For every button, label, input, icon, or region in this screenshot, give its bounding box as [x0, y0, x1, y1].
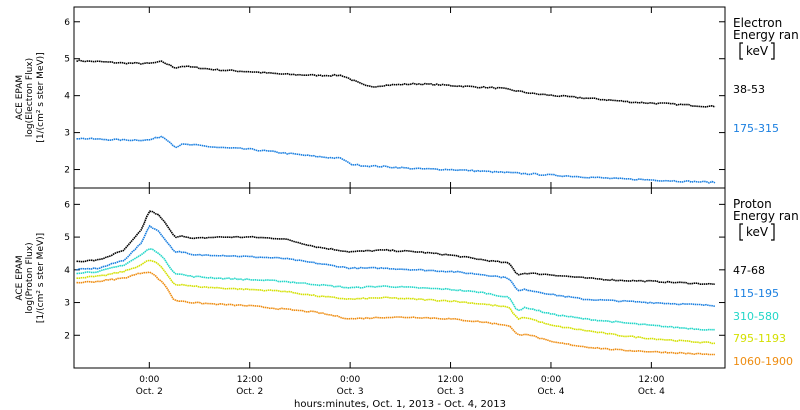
xtick-label-date: Oct. 3 [437, 387, 464, 397]
xtick-label-time: 0:00 [541, 375, 561, 385]
proton-legend-title: Proton [733, 197, 772, 211]
electron-legend-entry: 175-315 [733, 122, 779, 135]
proton-ylabel-line1: ACE EPAM [15, 255, 25, 300]
electron-legend-unit: keV [746, 44, 769, 58]
proton-legend-entry: 47-68 [733, 264, 765, 277]
proton-ylabel-line2: log(Proton Flux) [25, 242, 35, 313]
proton-panel-frame [73, 187, 726, 369]
electron-ytick-label: 6 [64, 18, 70, 28]
xtick-label-time: 12:00 [438, 375, 464, 385]
electron-legend-bracket-left [739, 42, 743, 60]
electron-ylabel-line2: log(Electron Flux) [25, 58, 35, 137]
proton-ytick-label: 3 [64, 299, 70, 309]
proton-series-line-2 [76, 248, 715, 331]
proton-series-line-0 [76, 210, 716, 286]
electron-ylabel-line3: [1/(cm² s ster MeV)] [36, 52, 46, 142]
electron-panel-frame [73, 6, 726, 189]
electron-legend-title: Electron [733, 16, 782, 30]
electron-ylabel-line1: ACE EPAM [15, 75, 25, 120]
xtick-label-time: 0:00 [139, 375, 159, 385]
proton-legend-bracket-left [739, 223, 743, 241]
xtick-label-date: Oct. 4 [537, 387, 564, 397]
proton-series-line-1 [76, 224, 716, 308]
electron-ytick-label: 4 [64, 92, 70, 102]
proton-legend-unit: keV [746, 225, 769, 239]
electron-ytick-label: 2 [64, 166, 70, 176]
electron-series-line-1 [76, 135, 716, 184]
proton-legend-entry: 795-1193 [733, 332, 786, 345]
x-axis-label: hours:minutes, Oct. 1, 2013 - Oct. 4, 20… [294, 399, 506, 410]
xtick-label-date: Oct. 3 [337, 387, 364, 397]
electron-series-line-0 [76, 59, 716, 108]
xtick-label-time: 12:00 [237, 375, 263, 385]
proton-ytick-label: 2 [64, 331, 70, 341]
xtick-label-date: Oct. 2 [236, 387, 263, 397]
proton-legend-subtitle: Energy ran [733, 209, 799, 223]
proton-legend-entry: 115-195 [733, 287, 779, 300]
proton-legend-bracket-right [771, 223, 775, 241]
xtick-label-date: Oct. 2 [136, 387, 163, 397]
electron-legend-bracket-right [771, 42, 775, 60]
electron-ytick-label: 3 [64, 129, 70, 139]
proton-ytick-label: 5 [64, 233, 70, 243]
electron-ytick-label: 5 [64, 55, 70, 65]
proton-series-line-4 [76, 271, 715, 356]
electron-legend-entry: 38-53 [733, 83, 765, 96]
proton-ylabel-line3: [1/(cm² s ster MeV)] [36, 233, 46, 323]
xtick-label-time: 0:00 [340, 375, 360, 385]
xtick-label-time: 12:00 [638, 375, 664, 385]
proton-ytick-label: 4 [64, 266, 70, 276]
electron-legend-subtitle: Energy ran [733, 28, 799, 42]
proton-legend-entry: 310-580 [733, 310, 779, 323]
proton-series-line-3 [76, 259, 716, 345]
proton-ytick-label: 6 [64, 200, 70, 210]
xtick-label-date: Oct. 4 [638, 387, 665, 397]
proton-legend-entry: 1060-1900 [733, 355, 793, 368]
